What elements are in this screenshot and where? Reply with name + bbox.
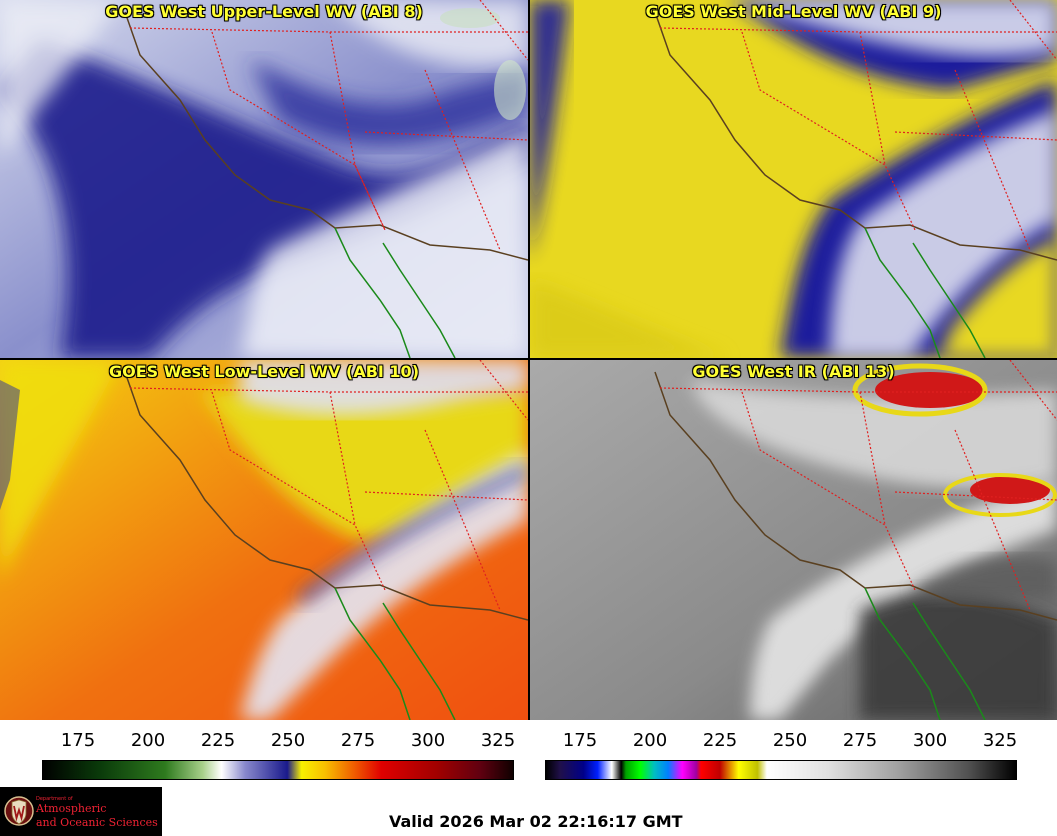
ir-image	[530, 360, 1057, 720]
uw-seal-icon	[4, 796, 34, 826]
colorbar-ir-gradient	[545, 760, 1017, 780]
logo-line-1: Department of	[36, 796, 73, 802]
colorbar-ir-tick: 325	[982, 730, 1018, 751]
colorbar-wv-tick: 225	[200, 730, 236, 751]
panel-divider-horizontal	[0, 358, 1057, 360]
panel-title: GOES West Upper-Level WV (ABI 8)	[105, 2, 423, 21]
panel-low-level-wv: GOES West Low-Level WV (ABI 10)	[0, 360, 528, 720]
logo-line-2: Atmospheric	[36, 802, 107, 815]
colorbar-wv-tick: 275	[340, 730, 376, 751]
aos-logo: Department of Atmospheric and Oceanic Sc…	[0, 787, 162, 836]
mid-level-wv-image	[530, 0, 1057, 358]
colorbar-ir-tick: 175	[562, 730, 598, 751]
colorbar-ir: 175 200 225 250 275 300 325	[530, 720, 1057, 780]
panel-ir: GOES West IR (ABI 13)	[530, 360, 1057, 720]
colorbar-wv-ticks: 175 200 225 250 275 300 325	[0, 730, 528, 752]
colorbar-wv-tick: 250	[270, 730, 306, 751]
logo-line-3: and Oceanic Sciences	[36, 816, 158, 829]
colorbar-ir-tick: 300	[912, 730, 948, 751]
upper-level-wv-image	[0, 0, 528, 358]
colorbar-wv: 175 200 225 250 275 300 325	[0, 720, 528, 780]
colorbar-wv-tick: 300	[410, 730, 446, 751]
panel-divider-vertical	[528, 0, 530, 720]
colorbar-wv-tick: 175	[60, 730, 96, 751]
colorbar-wv-tick: 200	[130, 730, 166, 751]
colorbar-ir-tick: 275	[842, 730, 878, 751]
panel-title: GOES West IR (ABI 13)	[692, 362, 895, 381]
panel-title: GOES West Low-Level WV (ABI 10)	[108, 362, 419, 381]
colorbar-ir-tick: 250	[772, 730, 808, 751]
low-level-wv-image	[0, 360, 528, 720]
colorbar-ir-tick: 200	[632, 730, 668, 751]
colorbar-wv-gradient	[42, 760, 514, 780]
valid-time: Valid 2026 Mar 02 22:16:17 GMT	[389, 812, 683, 831]
colorbar-ir-ticks: 175 200 225 250 275 300 325	[530, 730, 1057, 752]
panel-title: GOES West Mid-Level WV (ABI 9)	[645, 2, 942, 21]
colorbar-ir-tick: 225	[702, 730, 738, 751]
panel-mid-level-wv: GOES West Mid-Level WV (ABI 9)	[530, 0, 1057, 358]
panel-upper-level-wv: GOES West Upper-Level WV (ABI 8)	[0, 0, 528, 358]
colorbar-wv-tick: 325	[480, 730, 516, 751]
